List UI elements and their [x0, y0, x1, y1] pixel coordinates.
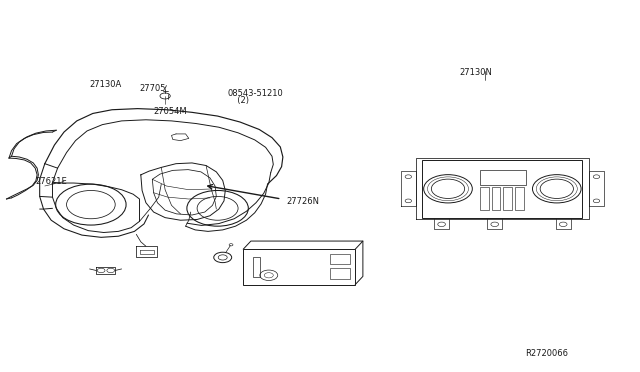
Bar: [492, 187, 500, 210]
Bar: [330, 254, 350, 264]
Bar: [422, 160, 582, 218]
Text: 27726N: 27726N: [287, 197, 320, 206]
Text: 27130N: 27130N: [460, 68, 492, 77]
Text: 27621E: 27621E: [35, 177, 67, 186]
Text: R2720066: R2720066: [525, 349, 568, 358]
Text: 08543-51210: 08543-51210: [227, 89, 283, 97]
Bar: [480, 187, 489, 210]
Bar: [243, 249, 355, 285]
Text: 27130A: 27130A: [90, 80, 122, 89]
Text: 27705: 27705: [140, 84, 166, 93]
Text: 27054M: 27054M: [154, 107, 188, 116]
Text: (2): (2): [232, 96, 249, 105]
Bar: [503, 187, 512, 210]
Bar: [330, 268, 350, 279]
Bar: [253, 257, 260, 277]
Bar: [515, 187, 524, 210]
Bar: [480, 170, 526, 185]
